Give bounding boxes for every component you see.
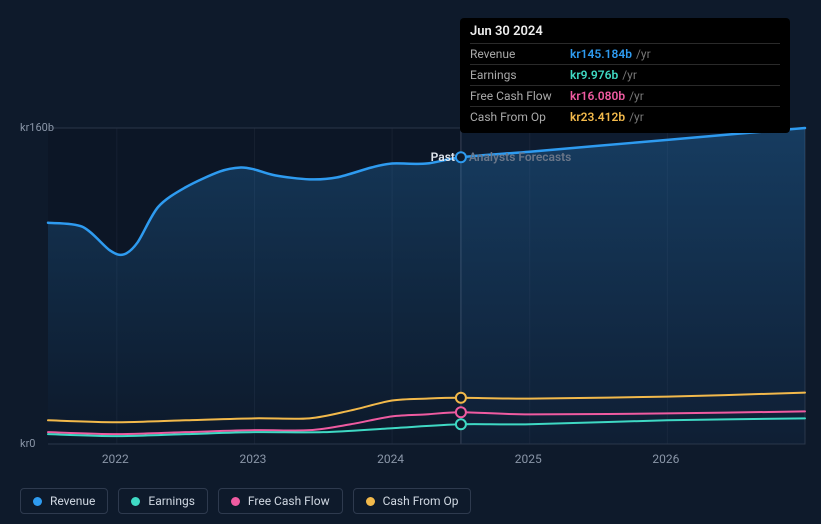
tooltip-row-unit: /yr: [636, 47, 651, 61]
tooltip-row-unit: /yr: [629, 110, 644, 124]
tooltip-row: Earningskr9.976b/yr: [470, 64, 780, 85]
tooltip-row-value: kr145.184b: [570, 47, 632, 61]
x-tick-label: 2024: [377, 452, 404, 466]
legend-label: Earnings: [148, 494, 195, 508]
tooltip-row-label: Cash From Op: [470, 110, 570, 124]
legend-swatch: [366, 497, 375, 506]
x-tick-label: 2025: [515, 452, 542, 466]
legend-label: Free Cash Flow: [248, 494, 330, 508]
tooltip-row-label: Free Cash Flow: [470, 89, 570, 103]
x-tick-label: 2023: [239, 452, 266, 466]
legend-swatch: [33, 497, 42, 506]
tooltip-row-value: kr23.412b: [570, 110, 625, 124]
chart-legend: Revenue Earnings Free Cash Flow Cash From O…: [20, 488, 471, 514]
tooltip-date: Jun 30 2024: [470, 24, 780, 39]
tooltip-row-value: kr9.976b: [570, 68, 618, 82]
past-label: Past: [431, 150, 455, 164]
x-tick-label: 2026: [652, 452, 679, 466]
legend-swatch: [131, 497, 140, 506]
legend-item-earnings[interactable]: Earnings: [118, 488, 208, 514]
data-tooltip: Jun 30 2024 Revenuekr145.184b/yrEarnings…: [460, 18, 790, 133]
y-tick-label: kr160b: [20, 121, 54, 134]
legend-label: Revenue: [50, 494, 95, 508]
tooltip-row: Revenuekr145.184b/yr: [470, 43, 780, 64]
legend-item-cash-from-op[interactable]: Cash From Op: [353, 488, 472, 514]
forecast-label: Analysts Forecasts: [469, 150, 571, 164]
tooltip-row-label: Earnings: [470, 68, 570, 82]
y-tick-label: kr0: [20, 437, 36, 450]
tooltip-row: Cash From Opkr23.412b/yr: [470, 106, 780, 127]
legend-item-revenue[interactable]: Revenue: [20, 488, 108, 514]
legend-item-free-cash-flow[interactable]: Free Cash Flow: [218, 488, 343, 514]
legend-swatch: [231, 497, 240, 506]
tooltip-row-label: Revenue: [470, 47, 570, 61]
tooltip-row-unit: /yr: [629, 89, 644, 103]
legend-label: Cash From Op: [383, 494, 459, 508]
tooltip-row-value: kr16.080b: [570, 89, 625, 103]
tooltip-row: Free Cash Flowkr16.080b/yr: [470, 85, 780, 106]
chart-container: kr0 kr160b 2022 2023 2024 2025 2026 Past Anal…: [0, 0, 821, 524]
x-tick-label: 2022: [102, 452, 129, 466]
tooltip-row-unit: /yr: [622, 68, 637, 82]
